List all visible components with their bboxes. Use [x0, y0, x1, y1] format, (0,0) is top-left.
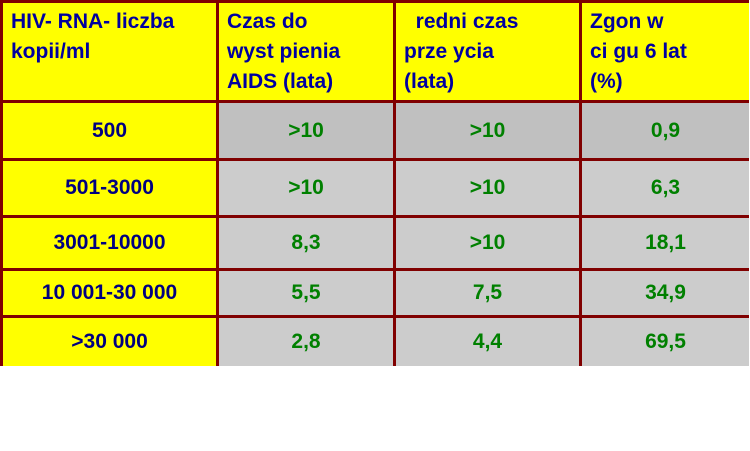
header-text: (lata): [404, 70, 455, 93]
header-cell: Czas do wyst pienia AIDS (lata): [219, 3, 393, 100]
row-label: 3001-10000: [3, 218, 216, 268]
value-cell: >10: [396, 103, 579, 158]
value-cell: >10: [219, 103, 393, 158]
value-cell: >10: [219, 161, 393, 215]
row-label: 10 001-30 000: [3, 271, 216, 315]
value-cell: 2,8: [219, 318, 393, 366]
value-cell: 7,5: [396, 271, 579, 315]
row-label: 500: [3, 103, 216, 158]
value-cell: 34,9: [582, 271, 749, 315]
value-cell: 18,1: [582, 218, 749, 268]
value-cell: 69,5: [582, 318, 749, 366]
value-cell: 8,3: [219, 218, 393, 268]
header-cell: HIV- RNA- liczba kopii/ml: [3, 3, 216, 100]
header-text: HIV- RNA- liczba: [11, 10, 175, 33]
value-cell: 6,3: [582, 161, 749, 215]
table: HIV- RNA- liczba kopii/ml Czas do wyst pien…: [0, 0, 749, 366]
header-text: redni czas: [404, 10, 519, 33]
header-cell: Zgon w ci gu 6 lat (%): [582, 3, 749, 100]
header-text: AIDS (lata): [227, 70, 334, 93]
row-label: >30 000: [3, 318, 216, 366]
header-text: (%): [590, 70, 623, 93]
value-cell: 4,4: [396, 318, 579, 366]
header-text: Zgon w: [590, 10, 664, 33]
header-text: prze ycia: [404, 40, 494, 63]
header-text: kopii/ml: [11, 40, 91, 63]
value-cell: 5,5: [219, 271, 393, 315]
row-label: 501-3000: [3, 161, 216, 215]
header-text: wyst pienia: [227, 40, 341, 63]
header-cell: redni czas prze ycia (lata): [396, 3, 579, 100]
header-text: Czas do: [227, 10, 308, 33]
value-cell: >10: [396, 218, 579, 268]
value-cell: 0,9: [582, 103, 749, 158]
header-text: ci gu 6 lat: [590, 40, 687, 63]
value-cell: >10: [396, 161, 579, 215]
